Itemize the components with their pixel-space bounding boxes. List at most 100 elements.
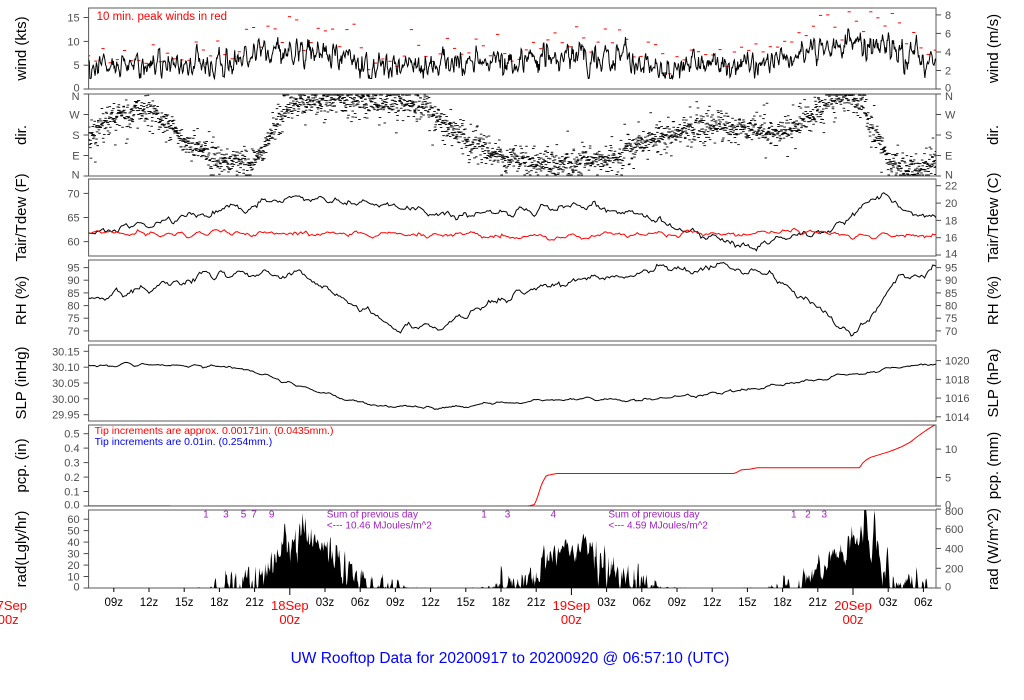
svg-text:6: 6: [945, 28, 951, 40]
svg-text:75: 75: [67, 313, 79, 325]
svg-text:0.0: 0.0: [64, 499, 79, 511]
svg-text:pcp. (in): pcp. (in): [13, 438, 30, 492]
svg-text:0.2: 0.2: [64, 472, 79, 484]
svg-text:800: 800: [945, 506, 963, 518]
svg-text:UW Rooftop Data for 20200917: UW Rooftop Data for 20200917 to 20200920…: [291, 650, 730, 667]
svg-text:1: 1: [481, 510, 487, 521]
svg-text:S: S: [945, 130, 952, 142]
svg-text:2: 2: [805, 510, 811, 521]
svg-text:4: 4: [945, 47, 951, 59]
svg-text:09z: 09z: [386, 597, 405, 609]
svg-text:18z: 18z: [210, 597, 229, 609]
svg-text:SLP (hPa): SLP (hPa): [985, 349, 1002, 418]
svg-text:18Sep: 18Sep: [271, 598, 309, 613]
svg-text:17Sep: 17Sep: [0, 598, 27, 613]
svg-text:15: 15: [67, 13, 79, 25]
svg-text:5: 5: [73, 60, 79, 72]
svg-text:15z: 15z: [738, 597, 757, 609]
svg-text:12z: 12z: [703, 597, 722, 609]
svg-text:N: N: [72, 91, 80, 103]
svg-text:E: E: [72, 151, 79, 163]
svg-text:5: 5: [241, 510, 247, 521]
svg-text:200: 200: [945, 563, 963, 575]
svg-text:22: 22: [945, 181, 957, 193]
svg-text:SLP (inHg): SLP (inHg): [13, 346, 30, 419]
svg-text:21z: 21z: [527, 597, 546, 609]
svg-text:95: 95: [945, 263, 957, 275]
svg-text:9: 9: [269, 510, 275, 521]
svg-text:65: 65: [67, 213, 79, 225]
svg-text:85: 85: [945, 288, 957, 300]
svg-text:18: 18: [945, 215, 957, 227]
svg-text:21z: 21z: [809, 597, 828, 609]
svg-text:2: 2: [945, 66, 951, 78]
svg-text:30.10: 30.10: [52, 362, 80, 374]
svg-text:19Sep: 19Sep: [553, 598, 591, 613]
svg-text:70: 70: [945, 326, 957, 338]
svg-text:8: 8: [945, 10, 951, 22]
svg-text:90: 90: [67, 275, 79, 287]
svg-text:30.00: 30.00: [52, 394, 80, 406]
svg-text:80: 80: [67, 301, 79, 313]
svg-text:00z: 00z: [279, 612, 300, 627]
svg-text:rad(Lgly/hr): rad(Lgly/hr): [13, 511, 30, 588]
svg-text:16: 16: [945, 233, 957, 245]
svg-text:85: 85: [67, 288, 79, 300]
svg-text:N: N: [72, 169, 80, 181]
svg-text:Sum of previous day: Sum of previous day: [608, 510, 699, 521]
svg-text:0.4: 0.4: [64, 443, 79, 455]
svg-text:10: 10: [945, 444, 957, 456]
svg-text:RH (%): RH (%): [13, 276, 30, 325]
svg-text:03z: 03z: [597, 597, 616, 609]
svg-text:12z: 12z: [140, 597, 159, 609]
svg-text:Tair/Tdew (F): Tair/Tdew (F): [13, 173, 30, 261]
svg-text:80: 80: [945, 301, 957, 313]
svg-text:4: 4: [551, 510, 557, 521]
svg-text:N: N: [945, 91, 953, 103]
svg-text:03z: 03z: [879, 597, 898, 609]
svg-text:20Sep: 20Sep: [834, 598, 872, 613]
svg-text:1018: 1018: [945, 374, 969, 386]
svg-text:dir.: dir.: [13, 125, 30, 145]
svg-text:pcp. (mm): pcp. (mm): [985, 432, 1002, 500]
svg-text:600: 600: [945, 524, 963, 536]
svg-text:50: 50: [67, 526, 79, 538]
svg-text:40: 40: [67, 537, 79, 549]
svg-text:<--- 10.46 MJoules/m^2: <--- 10.46 MJoules/m^2: [327, 521, 432, 532]
svg-text:0.5: 0.5: [64, 429, 79, 441]
svg-text:3: 3: [505, 510, 511, 521]
svg-text:21z: 21z: [245, 597, 264, 609]
svg-text:W: W: [69, 110, 80, 122]
svg-text:09z: 09z: [105, 597, 124, 609]
svg-text:<--- 4.59 MJoules/m^2: <--- 4.59 MJoules/m^2: [608, 521, 708, 532]
svg-text:20: 20: [945, 198, 957, 210]
svg-text:E: E: [945, 151, 952, 163]
svg-text:Tip increments are 0.01in. (0.: Tip increments are 0.01in. (0.254mm.): [95, 436, 273, 448]
svg-text:S: S: [72, 130, 79, 142]
svg-text:00z: 00z: [0, 612, 19, 627]
svg-text:09z: 09z: [668, 597, 687, 609]
svg-text:18z: 18z: [492, 597, 511, 609]
svg-text:10: 10: [67, 36, 79, 48]
svg-text:20: 20: [67, 560, 79, 572]
svg-text:5: 5: [945, 473, 951, 485]
svg-text:0.3: 0.3: [64, 458, 79, 470]
svg-text:Tair/Tdew (C): Tair/Tdew (C): [985, 172, 1002, 262]
svg-text:400: 400: [945, 544, 963, 556]
svg-text:N: N: [945, 169, 953, 181]
svg-text:14: 14: [945, 248, 957, 260]
svg-text:1: 1: [791, 510, 797, 521]
svg-text:Sum of previous day: Sum of previous day: [327, 510, 418, 521]
svg-text:75: 75: [945, 313, 957, 325]
svg-text:29.95: 29.95: [52, 410, 80, 422]
svg-text:7: 7: [251, 510, 257, 521]
svg-text:70: 70: [67, 326, 79, 338]
svg-text:95: 95: [67, 263, 79, 275]
svg-text:15z: 15z: [457, 597, 476, 609]
svg-text:12z: 12z: [421, 597, 440, 609]
svg-text:00z: 00z: [843, 612, 864, 627]
svg-text:30.05: 30.05: [52, 378, 80, 390]
svg-text:1014: 1014: [945, 412, 969, 424]
svg-text:wind (m/s): wind (m/s): [985, 14, 1002, 84]
svg-text:10: 10: [67, 572, 79, 584]
